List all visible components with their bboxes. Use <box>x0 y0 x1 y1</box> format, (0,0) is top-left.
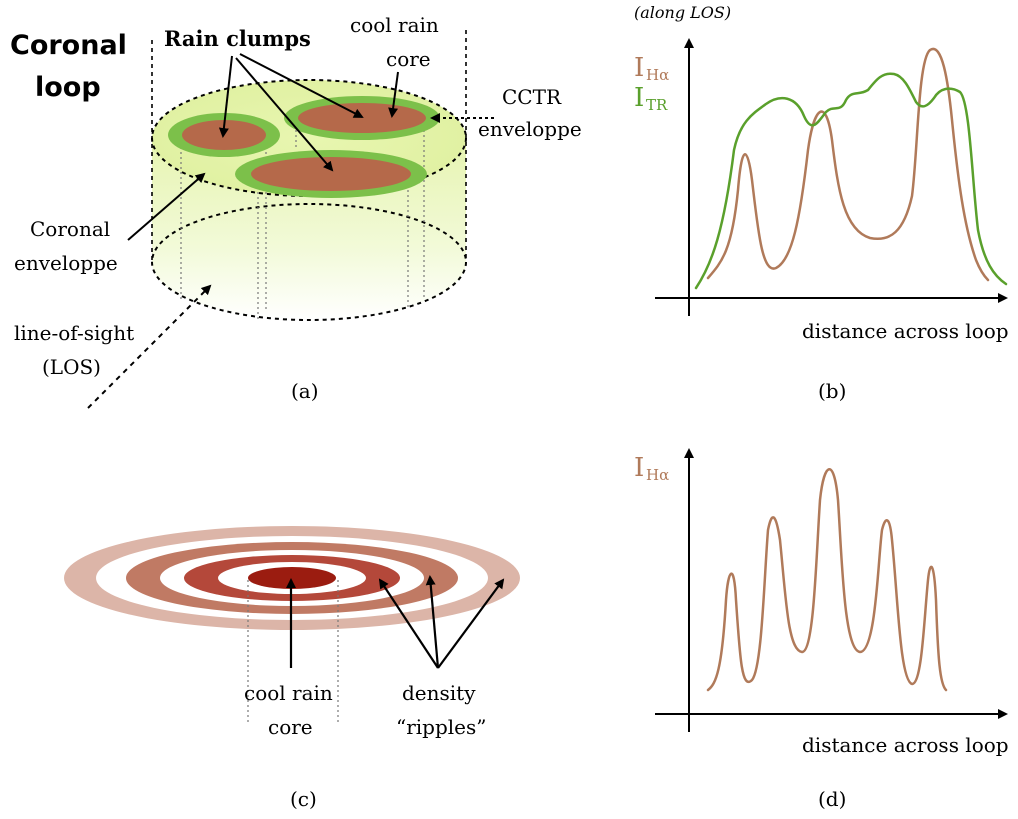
panel-c-label: (c) <box>290 787 317 811</box>
panel-a: Coronal loop Rain clumps cool rain core … <box>10 13 582 409</box>
arrow-coronal-enveloppe <box>127 172 206 241</box>
cctr-label-line1: CCTR <box>502 85 562 109</box>
los-label-line1: line-of-sight <box>14 321 134 345</box>
halpha-curve-d <box>706 468 948 692</box>
density-ripples-line1: density <box>402 681 476 705</box>
cctr-label-line2: enveloppe <box>478 117 582 141</box>
i-tr-letter-b: I <box>634 83 644 113</box>
i-halpha-subscript-d: Hα <box>646 466 669 484</box>
coronal-enveloppe-label-line1: Coronal <box>30 217 110 241</box>
i-halpha-subscript-b: Hα <box>646 66 669 84</box>
i-halpha-letter-d: I <box>634 453 644 483</box>
panel-b-xlabel: distance across loop <box>802 319 1009 343</box>
i-tr-subscript-b: TR <box>646 96 668 114</box>
coronal-enveloppe-label-line2: enveloppe <box>14 251 118 275</box>
rain-clumps-label: Rain clumps <box>164 26 311 51</box>
arrow-ripple-middle <box>425 575 440 669</box>
arrow-line-of-sight <box>87 284 212 409</box>
loop-cylinder-bottom <box>151 203 467 321</box>
halpha-curve-b <box>706 47 990 282</box>
cool-rain-core-c-line2: core <box>268 715 313 739</box>
density-ripples-line2: “ripples” <box>396 715 487 739</box>
panel-a-label: (a) <box>291 379 319 403</box>
panel-d: I Hα distance across loop (d) <box>634 448 1009 811</box>
arrow-cool-rain-core <box>388 71 399 118</box>
panel-c: cool rain core density “ripples” (c) <box>64 526 520 811</box>
rain-clump-middle <box>235 150 427 198</box>
arrow-rain-clumps-middle <box>235 57 334 172</box>
panel-b-label: (b) <box>818 379 846 403</box>
arrow-ripple-outer <box>437 578 505 669</box>
cool-rain-core-label-line2: core <box>386 47 431 71</box>
panel-d-xlabel: distance across loop <box>802 733 1009 757</box>
panel-b: (along LOS) I Hα I TR distance across lo… <box>634 3 1009 403</box>
i-tr-label-b: I TR <box>634 83 668 114</box>
cool-rain-core-c-line1: cool rain <box>244 681 333 705</box>
rain-clump-right <box>284 96 440 140</box>
arrow-ripple-inner <box>378 578 439 669</box>
los-label-line2: (LOS) <box>42 355 101 379</box>
along-los-label: (along LOS) <box>634 3 731 22</box>
panel-d-label: (d) <box>818 787 846 811</box>
i-halpha-label-b: I Hα <box>634 53 669 84</box>
coronal-loop-title-line1: Coronal <box>10 30 127 61</box>
clump-projection-lines <box>180 120 425 320</box>
i-halpha-letter-b: I <box>634 53 644 83</box>
arrow-rain-clumps-right <box>239 53 364 118</box>
i-halpha-label-d: I Hα <box>634 453 669 484</box>
coronal-loop-title-line2: loop <box>35 72 101 103</box>
cool-rain-core-label-line1: cool rain <box>350 13 439 37</box>
arrow-rain-clumps-left <box>218 55 233 138</box>
tr-curve-b <box>694 72 1008 290</box>
